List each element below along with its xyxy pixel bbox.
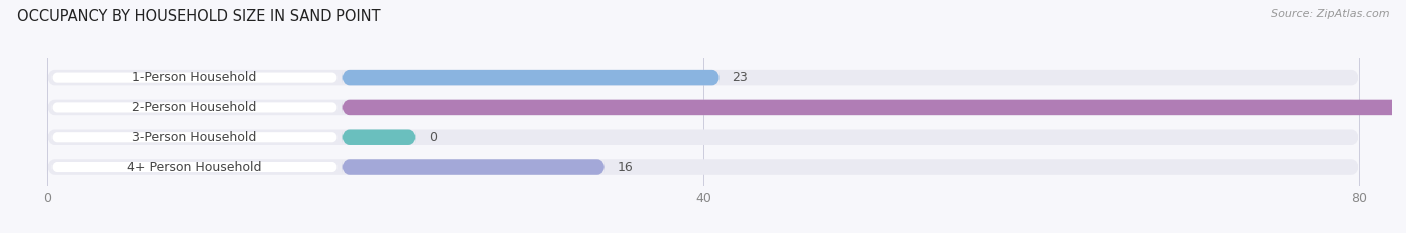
FancyBboxPatch shape	[46, 159, 1360, 175]
FancyBboxPatch shape	[342, 130, 416, 145]
Text: OCCUPANCY BY HOUSEHOLD SIZE IN SAND POINT: OCCUPANCY BY HOUSEHOLD SIZE IN SAND POIN…	[17, 9, 381, 24]
Text: Source: ZipAtlas.com: Source: ZipAtlas.com	[1271, 9, 1389, 19]
Text: 0: 0	[429, 131, 437, 144]
Text: 23: 23	[733, 71, 748, 84]
FancyBboxPatch shape	[52, 132, 337, 142]
FancyBboxPatch shape	[342, 159, 605, 175]
FancyBboxPatch shape	[342, 70, 720, 85]
Text: 2-Person Household: 2-Person Household	[132, 101, 257, 114]
FancyBboxPatch shape	[46, 130, 1360, 145]
FancyBboxPatch shape	[342, 100, 1406, 115]
Text: 16: 16	[617, 161, 634, 174]
Text: 4+ Person Household: 4+ Person Household	[128, 161, 262, 174]
FancyBboxPatch shape	[52, 162, 337, 172]
FancyBboxPatch shape	[46, 70, 1360, 85]
Text: 3-Person Household: 3-Person Household	[132, 131, 257, 144]
FancyBboxPatch shape	[46, 100, 1360, 115]
Text: 1-Person Household: 1-Person Household	[132, 71, 257, 84]
FancyBboxPatch shape	[52, 102, 337, 113]
FancyBboxPatch shape	[52, 72, 337, 83]
